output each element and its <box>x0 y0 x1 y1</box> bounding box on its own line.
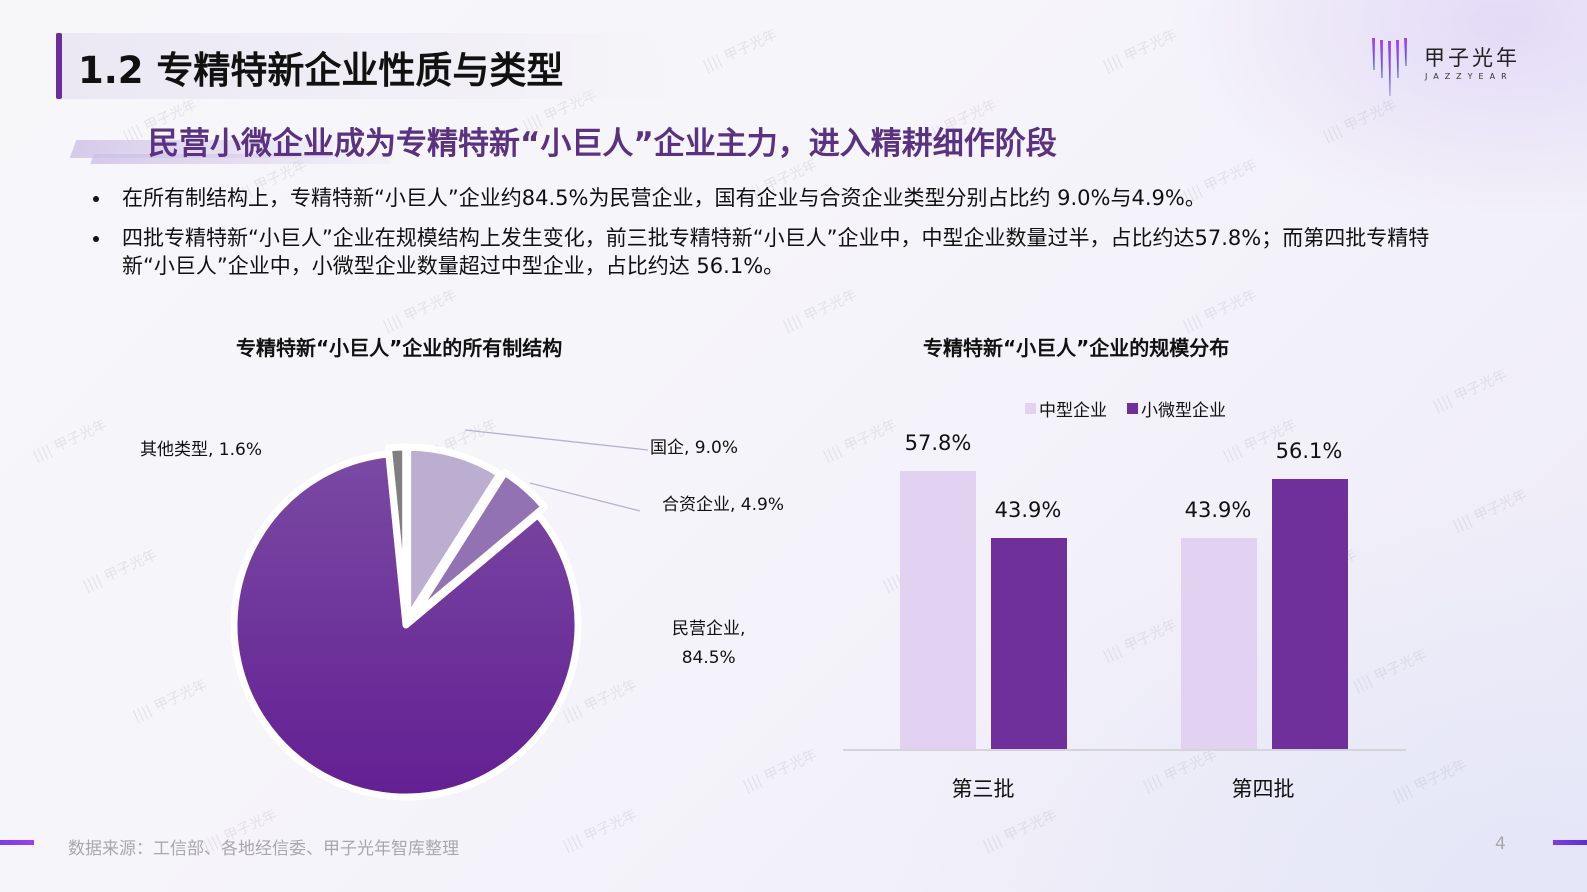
bar-medium-2 <box>1181 537 1257 749</box>
title-bar <box>56 33 696 99</box>
logo-text: 甲子光年 <box>1424 46 1520 70</box>
pie-label-private-name: 民营企业, <box>672 619 746 639</box>
legend-label: 中型企业 <box>1039 401 1107 421</box>
bar-value-label: 56.1% <box>1275 439 1343 463</box>
pie-slices <box>230 443 582 801</box>
leader-line-state <box>464 429 649 451</box>
pie-label-state: 国企, 9.0% <box>650 438 738 458</box>
bar-chart: 中型企业 小微型企业 57.8% 43.9% 43.9% 56.1% 第三批 第… <box>843 390 1408 810</box>
watermark: |||| 甲子光年 <box>1100 26 1180 75</box>
legend-label: 小微型企业 <box>1141 401 1226 421</box>
bar-small-micro-2 <box>1272 479 1348 749</box>
legend-swatch-small-micro-icon <box>1127 403 1138 414</box>
bar-chart-title: 专精特新“小巨人”企业的规模分布 <box>923 336 1230 360</box>
pie-slice-jv <box>409 468 548 621</box>
pie-slice-private <box>230 450 582 801</box>
bullet-text: 四批专精特新“小巨人”企业在规模结构上发生变化，前三批专精特新“小巨人”企业中，… <box>122 226 1430 278</box>
pie-label-other: 其他类型, 1.6% <box>140 440 262 460</box>
subtitle: 民营小微企业成为专精特新“小巨人”企业主力，进入精耕细作阶段 <box>148 126 1057 162</box>
bar-value-label: 43.9% <box>1184 498 1252 522</box>
pie-label-private-value: 84.5% <box>681 648 736 668</box>
bullet-item: 四批专精特新“小巨人”企业在规模结构上发生变化，前三批专精特新“小巨人”企业中，… <box>88 224 1458 280</box>
legend-item-medium: 中型企业 <box>1025 396 1107 421</box>
watermark: |||| 甲子光年 <box>700 26 780 75</box>
logo-subtext: JAZZYEAR <box>1425 72 1513 81</box>
watermark: |||| 甲子光年 <box>1320 96 1400 145</box>
pie-chart <box>230 429 649 801</box>
bullet-dot-icon <box>93 236 99 242</box>
logo: 甲子光年 JAZZYEAR <box>1370 36 1530 100</box>
bullet-text: 在所有制结构上，专精特新“小巨人”企业约84.5%为民营企业，国有企业与合资企业… <box>122 186 1206 210</box>
legend-swatch-medium-icon <box>1025 403 1036 414</box>
page-title: 1.2 专精特新企业性质与类型 <box>78 49 564 92</box>
x-axis-line <box>843 749 1406 751</box>
pie-label-private: 民营企业, 84.5% <box>672 615 745 673</box>
page-number: 4 <box>1495 834 1506 854</box>
bar-value-label: 43.9% <box>994 498 1062 522</box>
bar-legend: 中型企业 小微型企业 <box>843 396 1408 421</box>
bullet-item: 在所有制结构上，专精特新“小巨人”企业约84.5%为民营企业，国有企业与合资企业… <box>88 184 1488 212</box>
pie-slice-state <box>404 443 504 623</box>
leader-line-jv <box>529 482 641 512</box>
data-source: 数据来源：工信部、各地经信委、甲子光年智库整理 <box>68 839 459 859</box>
pie-label-jv: 合资企业, 4.9% <box>662 495 784 515</box>
title-accent-bar <box>56 33 62 99</box>
legend-item-small-micro: 小微型企业 <box>1127 396 1226 421</box>
watermark: |||| 甲子光年 <box>1430 366 1510 415</box>
bullet-dot-icon <box>93 196 99 202</box>
bar-medium-1 <box>900 470 976 749</box>
pie-chart-title: 专精特新“小巨人”企业的所有制结构 <box>236 336 563 360</box>
bar-value-label: 57.8% <box>904 431 972 455</box>
logo-mark-icon <box>1372 38 1407 96</box>
category-label: 第四批 <box>1231 777 1295 801</box>
footer-accent-left <box>0 840 34 845</box>
category-label: 第三批 <box>951 777 1015 801</box>
bar-small-micro-1 <box>991 537 1067 749</box>
footer-accent-right <box>1553 840 1587 845</box>
pie-slice-other <box>384 443 410 623</box>
bullet-list: 在所有制结构上，专精特新“小巨人”企业约84.5%为民营企业，国有企业与合资企业… <box>88 184 1488 292</box>
watermark: |||| 甲子光年 <box>1450 486 1530 535</box>
watermark: |||| 甲子光年 <box>980 806 1060 855</box>
